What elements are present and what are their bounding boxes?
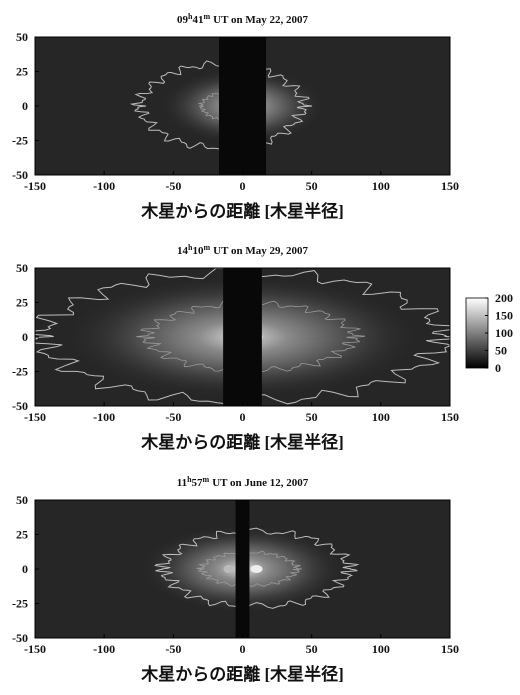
y-tick-label: 0: [22, 99, 28, 113]
x-tick-label: 0: [240, 410, 246, 424]
image: [35, 37, 450, 175]
title-part: 10: [192, 245, 204, 257]
colorbar-tick-label: 0: [495, 361, 501, 375]
figure: 09h41mUT on May 22, 2007-150-100-5005010…: [0, 0, 520, 690]
y-tick-label: 0: [22, 330, 28, 344]
x-tick-label: -100: [93, 179, 115, 193]
title-part: UT on May 29, 2007: [213, 245, 308, 257]
core: [251, 565, 263, 573]
x-tick-label: 0: [240, 179, 246, 193]
x-tick-label: 50: [306, 179, 318, 193]
x-axis-label: 木星からの距離 [木星半径]: [140, 664, 344, 684]
colorbar: [466, 298, 488, 368]
y-tick-label: 50: [16, 493, 28, 507]
image: [35, 500, 450, 638]
y-tick-label: 25: [16, 528, 28, 542]
x-tick-label: 50: [306, 410, 318, 424]
y-tick-label: 25: [16, 65, 28, 79]
y-tick-label: -25: [12, 134, 28, 148]
x-tick-label: 0: [240, 642, 246, 656]
title-part: 11: [177, 477, 187, 489]
x-tick-label: -50: [165, 642, 181, 656]
x-tick-label: 100: [372, 410, 390, 424]
y-tick-label: -25: [12, 597, 28, 611]
occulting-strip: [219, 37, 266, 175]
x-tick-label: -50: [165, 410, 181, 424]
x-tick-label: -100: [93, 642, 115, 656]
title-part: UT on June 12, 2007: [212, 477, 309, 489]
y-tick-label: -50: [12, 631, 28, 645]
colorbar-tick-label: 100: [495, 326, 513, 340]
title-part: m: [203, 243, 210, 252]
x-axis-label: 木星からの距離 [木星半径]: [140, 432, 344, 452]
image: [20, 268, 463, 406]
y-tick-label: 0: [22, 562, 28, 576]
y-tick-label: -25: [12, 365, 28, 379]
title-part: UT on May 22, 2007: [213, 14, 308, 26]
x-tick-label: -50: [165, 179, 181, 193]
y-tick-label: 50: [16, 30, 28, 44]
x-tick-label: 100: [372, 179, 390, 193]
y-tick-label: -50: [12, 168, 28, 182]
colorbar-tick-label: 200: [495, 291, 513, 305]
x-axis-label: 木星からの距離 [木星半径]: [140, 201, 344, 221]
colorbar-tick-label: 150: [495, 309, 513, 323]
title-part: 57: [192, 477, 204, 489]
x-tick-label: 150: [441, 179, 459, 193]
y-tick-label: -50: [12, 399, 28, 413]
occulting-strip: [223, 268, 262, 406]
y-tick-label: 25: [16, 296, 28, 310]
occulting-strip: [236, 500, 250, 638]
y-tick-label: 50: [16, 261, 28, 275]
title-part: m: [203, 475, 210, 484]
title-part: 14: [177, 245, 189, 257]
x-tick-label: -100: [93, 410, 115, 424]
x-tick-label: 100: [372, 642, 390, 656]
title-part: 41: [192, 14, 203, 26]
title-part: 09: [177, 14, 189, 26]
core: [224, 565, 234, 573]
x-tick-label: 50: [306, 642, 318, 656]
title-part: m: [203, 12, 210, 21]
x-tick-label: 150: [441, 410, 459, 424]
x-tick-label: 150: [441, 642, 459, 656]
colorbar-tick-label: 50: [495, 344, 507, 358]
